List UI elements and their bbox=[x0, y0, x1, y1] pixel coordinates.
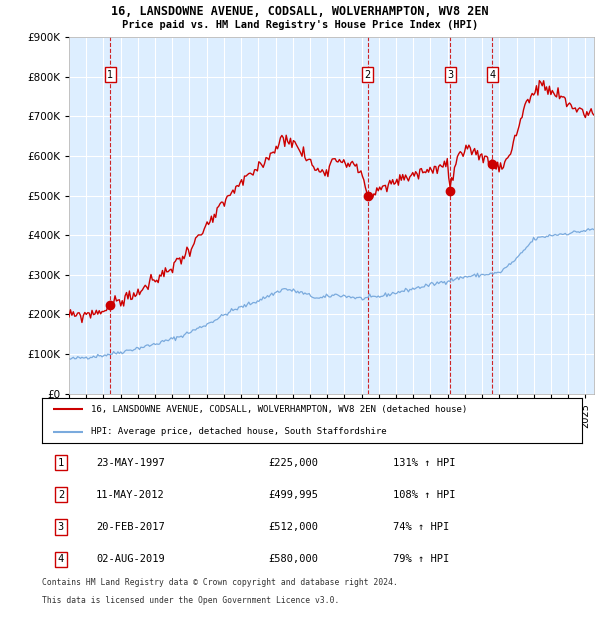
Text: 108% ↑ HPI: 108% ↑ HPI bbox=[393, 490, 455, 500]
Text: 16, LANSDOWNE AVENUE, CODSALL, WOLVERHAMPTON, WV8 2EN: 16, LANSDOWNE AVENUE, CODSALL, WOLVERHAM… bbox=[111, 5, 489, 18]
Text: 02-AUG-2019: 02-AUG-2019 bbox=[96, 554, 165, 564]
Text: 3: 3 bbox=[58, 522, 64, 532]
Text: 79% ↑ HPI: 79% ↑ HPI bbox=[393, 554, 449, 564]
Text: £580,000: £580,000 bbox=[269, 554, 319, 564]
Text: £499,995: £499,995 bbox=[269, 490, 319, 500]
Text: 74% ↑ HPI: 74% ↑ HPI bbox=[393, 522, 449, 532]
Text: £512,000: £512,000 bbox=[269, 522, 319, 532]
Text: 131% ↑ HPI: 131% ↑ HPI bbox=[393, 458, 455, 467]
Text: 3: 3 bbox=[447, 69, 453, 79]
Text: This data is licensed under the Open Government Licence v3.0.: This data is licensed under the Open Gov… bbox=[42, 596, 340, 605]
Text: Contains HM Land Registry data © Crown copyright and database right 2024.: Contains HM Land Registry data © Crown c… bbox=[42, 578, 398, 588]
Text: 4: 4 bbox=[489, 69, 496, 79]
Text: 11-MAY-2012: 11-MAY-2012 bbox=[96, 490, 165, 500]
Text: 1: 1 bbox=[58, 458, 64, 467]
Text: Price paid vs. HM Land Registry's House Price Index (HPI): Price paid vs. HM Land Registry's House … bbox=[122, 20, 478, 30]
Text: 20-FEB-2017: 20-FEB-2017 bbox=[96, 522, 165, 532]
Text: 23-MAY-1997: 23-MAY-1997 bbox=[96, 458, 165, 467]
Text: 1: 1 bbox=[107, 69, 113, 79]
Text: 4: 4 bbox=[58, 554, 64, 564]
Text: £225,000: £225,000 bbox=[269, 458, 319, 467]
Text: 2: 2 bbox=[365, 69, 371, 79]
Text: HPI: Average price, detached house, South Staffordshire: HPI: Average price, detached house, Sout… bbox=[91, 427, 386, 436]
Text: 16, LANSDOWNE AVENUE, CODSALL, WOLVERHAMPTON, WV8 2EN (detached house): 16, LANSDOWNE AVENUE, CODSALL, WOLVERHAM… bbox=[91, 405, 467, 414]
Text: 2: 2 bbox=[58, 490, 64, 500]
